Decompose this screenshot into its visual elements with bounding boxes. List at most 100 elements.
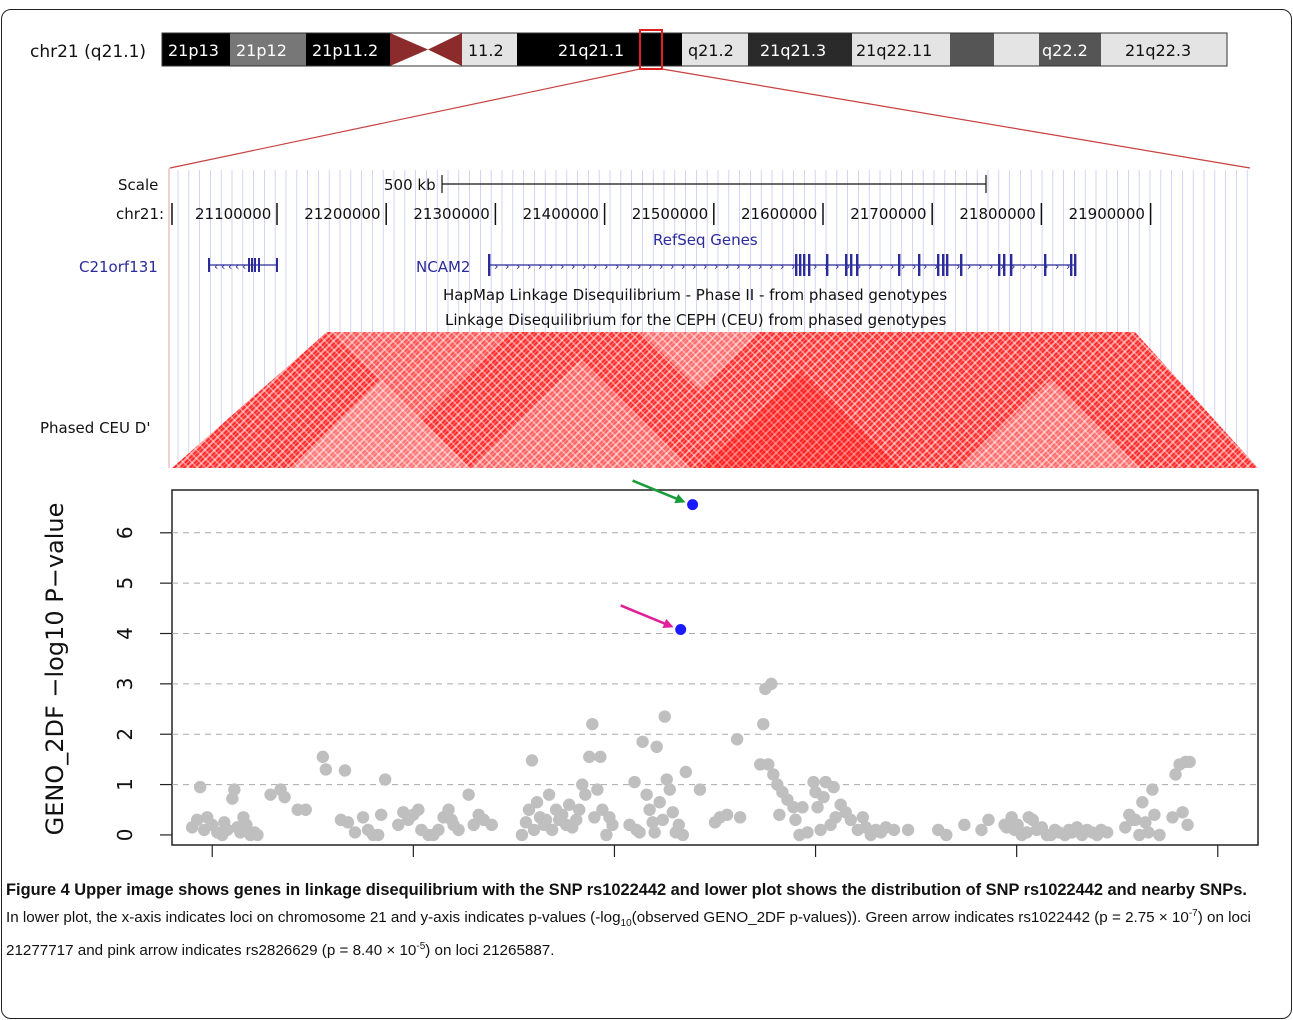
snp-point bbox=[757, 717, 770, 731]
highlighted-points bbox=[675, 499, 699, 635]
snp-point bbox=[545, 823, 559, 837]
band-label: 21p11.2 bbox=[312, 41, 378, 60]
snp-point bbox=[299, 803, 312, 816]
band-label: q21.2 bbox=[688, 41, 734, 60]
strand-arrow: › bbox=[835, 260, 839, 273]
snp-point bbox=[1100, 826, 1114, 839]
strand-arrow: › bbox=[813, 260, 817, 273]
strand-arrow: › bbox=[912, 260, 916, 273]
strand-arrow: › bbox=[505, 260, 509, 273]
exon bbox=[937, 254, 940, 276]
snp-point bbox=[887, 823, 901, 837]
strand-arrow: › bbox=[626, 260, 630, 273]
snp-point bbox=[807, 775, 820, 789]
exon bbox=[998, 254, 1001, 276]
snp-point bbox=[640, 788, 653, 801]
position-tick-label: 21600000 bbox=[741, 205, 817, 223]
exon bbox=[850, 254, 853, 276]
snp-point bbox=[442, 803, 455, 816]
chrom-label: chr21: bbox=[116, 205, 164, 223]
strand-arrow: › bbox=[516, 260, 520, 273]
snp-point bbox=[591, 783, 604, 796]
gene-label-ncam2: NCAM2 bbox=[416, 258, 470, 276]
position-tick-label: 21100000 bbox=[195, 205, 271, 223]
band-label: 21q22.11 bbox=[856, 41, 932, 60]
snp-point bbox=[392, 818, 405, 832]
strand-arrow: › bbox=[769, 260, 773, 273]
snp-point bbox=[1136, 795, 1149, 809]
snp-point bbox=[374, 808, 388, 821]
ld-heatmap bbox=[172, 332, 1258, 468]
strand-arrow: › bbox=[901, 260, 905, 273]
y-tick-label: 3 bbox=[113, 677, 137, 690]
snp-point bbox=[1176, 806, 1189, 819]
snp-point bbox=[462, 788, 475, 801]
snp-point bbox=[666, 806, 679, 819]
strand-arrow: ‹ bbox=[214, 260, 218, 273]
exon bbox=[826, 254, 829, 276]
snp-point bbox=[656, 813, 669, 827]
snp-point bbox=[378, 773, 392, 786]
snp-point bbox=[787, 801, 800, 814]
ld-title: Linkage Disequilibrium for the CEPH (CEU… bbox=[445, 311, 947, 329]
snp-point bbox=[485, 818, 498, 832]
snp-point bbox=[341, 816, 355, 829]
ld-track-label: Phased CEU D' bbox=[40, 419, 150, 437]
strand-arrow: › bbox=[670, 260, 674, 273]
snp-point bbox=[193, 780, 207, 794]
exon bbox=[845, 254, 848, 276]
exon bbox=[799, 254, 802, 276]
exon bbox=[960, 254, 963, 276]
snp-point bbox=[1183, 755, 1196, 769]
snp-point bbox=[432, 823, 445, 837]
strand-arrow: › bbox=[868, 260, 872, 273]
strand-arrow: › bbox=[791, 260, 795, 273]
snp-point bbox=[628, 775, 641, 789]
zoom-line-right bbox=[661, 68, 1251, 169]
arrows bbox=[620, 479, 686, 629]
strand-arrow: › bbox=[725, 260, 729, 273]
snp-point bbox=[522, 803, 536, 816]
snp-point bbox=[648, 826, 661, 839]
exon bbox=[808, 254, 811, 276]
y-tick-label: 5 bbox=[113, 577, 137, 590]
strand-arrow: › bbox=[637, 260, 641, 273]
band-label: q22.2 bbox=[1042, 41, 1088, 60]
green-arrow bbox=[632, 479, 686, 504]
snp-point bbox=[720, 808, 734, 821]
strand-arrow: › bbox=[780, 260, 784, 273]
snp-point bbox=[1139, 816, 1152, 829]
exon bbox=[208, 258, 210, 272]
band-label: 11.2 bbox=[468, 41, 504, 60]
strand-arrow: › bbox=[857, 260, 861, 273]
snp-point bbox=[1026, 813, 1039, 827]
snp-point bbox=[221, 823, 234, 837]
snp-point bbox=[586, 717, 599, 731]
y-tick-label: 6 bbox=[113, 526, 137, 539]
exon bbox=[942, 254, 945, 276]
snp-point bbox=[1153, 828, 1166, 842]
strand-arrow: › bbox=[879, 260, 883, 273]
zoom-line-left bbox=[169, 68, 641, 169]
snp-point bbox=[676, 828, 690, 842]
position-axis: 21100000 21200000 21300000 21400000 21500000… bbox=[195, 203, 1152, 225]
strand-arrow: ‹ bbox=[221, 260, 225, 273]
snp-point bbox=[693, 783, 707, 796]
snp-point bbox=[527, 823, 541, 837]
snp-point bbox=[525, 754, 539, 767]
snp-point bbox=[606, 818, 619, 832]
exon bbox=[1070, 254, 1073, 276]
snp-point bbox=[530, 795, 544, 809]
x-tick-label: 21000000 bbox=[357, 874, 469, 875]
snp-point bbox=[1129, 813, 1142, 827]
figure-graphics: chr21 (q21.1) 21p13 21p12 21p11.2 11.2 2… bbox=[30, 29, 1274, 875]
x-tick-label: 21600000 bbox=[961, 874, 1073, 875]
strand-arrow: › bbox=[538, 260, 542, 273]
snp-point bbox=[975, 823, 988, 837]
snp-point bbox=[519, 816, 533, 829]
strand-arrow: › bbox=[648, 260, 652, 273]
snp-point bbox=[251, 828, 264, 842]
exon bbox=[258, 258, 260, 272]
snp-point bbox=[650, 740, 663, 754]
y-axis: 0 1 2 3 4 5 6 bbox=[113, 526, 172, 841]
